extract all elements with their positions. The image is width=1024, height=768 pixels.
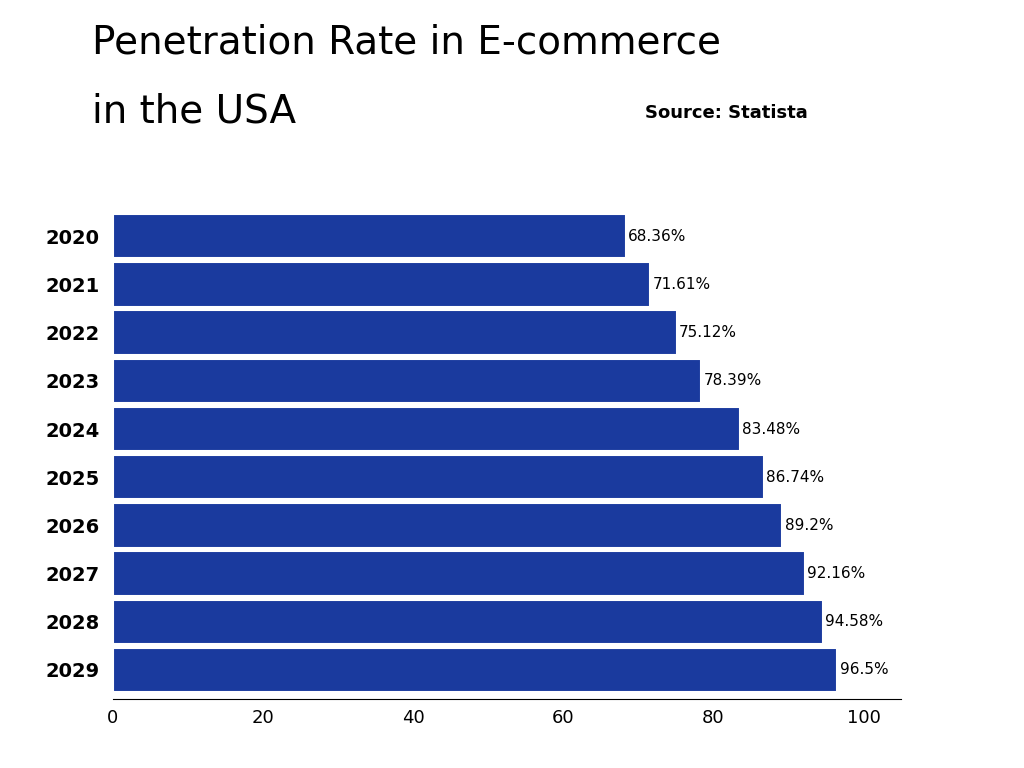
Text: Source: Statista: Source: Statista	[645, 104, 808, 121]
Text: 86.74%: 86.74%	[766, 470, 824, 485]
Bar	[113, 407, 739, 451]
Bar	[113, 647, 838, 692]
Bar	[113, 503, 782, 548]
Text: 75.12%: 75.12%	[679, 325, 737, 340]
Text: 78.39%: 78.39%	[703, 373, 762, 389]
Text: Penetration Rate in E-commerce: Penetration Rate in E-commerce	[92, 23, 721, 61]
Bar	[113, 551, 805, 596]
Text: 92.16%: 92.16%	[807, 566, 865, 581]
Bar	[113, 214, 626, 259]
Text: 83.48%: 83.48%	[741, 422, 800, 436]
Text: in the USA: in the USA	[92, 92, 296, 130]
Text: 96.5%: 96.5%	[840, 663, 888, 677]
Text: 94.58%: 94.58%	[825, 614, 884, 629]
Bar	[113, 310, 677, 355]
Bar	[113, 455, 764, 499]
Text: 71.61%: 71.61%	[652, 277, 711, 292]
Bar	[113, 600, 823, 644]
Bar	[113, 263, 650, 306]
Text: 68.36%: 68.36%	[629, 229, 687, 243]
Bar	[113, 359, 701, 403]
Text: 89.2%: 89.2%	[784, 518, 834, 533]
